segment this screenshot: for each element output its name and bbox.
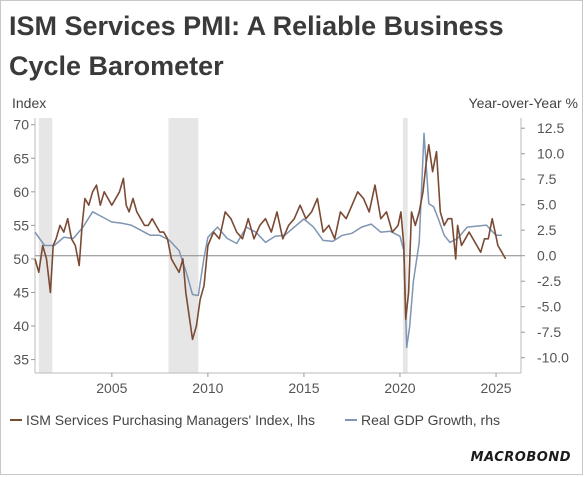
macrobond-logo: MACROBOND xyxy=(470,450,571,465)
right-tick-label-6: 5.0 xyxy=(537,197,557,213)
right-axis-ticks: -10.0 -7.5 -5.0 -2.5 0.0 2.5 5.0 7.5 10.0 12.5 xyxy=(521,120,569,366)
left-tick-label-6: 65 xyxy=(13,150,29,166)
right-tick-label-2: -5.0 xyxy=(537,299,561,315)
left-tick-label-2: 45 xyxy=(13,284,29,300)
right-tick-label-7: 7.5 xyxy=(537,171,557,187)
right-axis-title: Year-over-Year % xyxy=(469,95,578,111)
x-tick-label-4: 2025 xyxy=(480,380,511,396)
right-tick-label-8: 10.0 xyxy=(537,146,564,162)
recession-shading xyxy=(38,118,408,373)
right-tick-label-5: 2.5 xyxy=(537,222,557,238)
x-tick-label-1: 2010 xyxy=(192,380,223,396)
left-axis-ticks: 35 40 45 50 55 60 65 70 xyxy=(13,117,35,368)
left-tick-label-1: 40 xyxy=(13,318,29,334)
legend-label-gdp: Real GDP Growth, rhs xyxy=(361,412,500,428)
chart-title: ISM Services PMI: A Reliable Business Cy… xyxy=(9,11,504,81)
left-tick-label-0: 35 xyxy=(13,352,29,368)
left-tick-label-7: 70 xyxy=(13,117,29,133)
left-tick-label-3: 50 xyxy=(13,251,29,267)
series-lines xyxy=(34,132,507,349)
x-tick-label-0: 2005 xyxy=(96,380,127,396)
right-tick-label-9: 12.5 xyxy=(537,120,564,136)
series-line-gdp xyxy=(34,132,502,349)
right-tick-label-0: -10.0 xyxy=(537,350,569,366)
right-tick-label-1: -7.5 xyxy=(537,324,561,340)
axes xyxy=(34,118,522,374)
x-axis-ticks: 2005 2010 2015 2020 2025 xyxy=(96,373,512,396)
x-tick-label-2: 2015 xyxy=(288,380,319,396)
x-tick-label-3: 2020 xyxy=(384,380,415,396)
left-tick-label-4: 55 xyxy=(13,217,29,233)
legend: ISM Services Purchasing Managers' Index,… xyxy=(10,412,500,428)
right-tick-label-3: -2.5 xyxy=(537,273,561,289)
series-line-pmi xyxy=(34,144,507,341)
right-tick-label-4: 0.0 xyxy=(537,248,557,264)
left-tick-label-5: 60 xyxy=(13,184,29,200)
left-axis-title: Index xyxy=(12,95,46,111)
recession-band-2 xyxy=(402,118,408,373)
legend-label-pmi: ISM Services Purchasing Managers' Index,… xyxy=(26,412,315,428)
